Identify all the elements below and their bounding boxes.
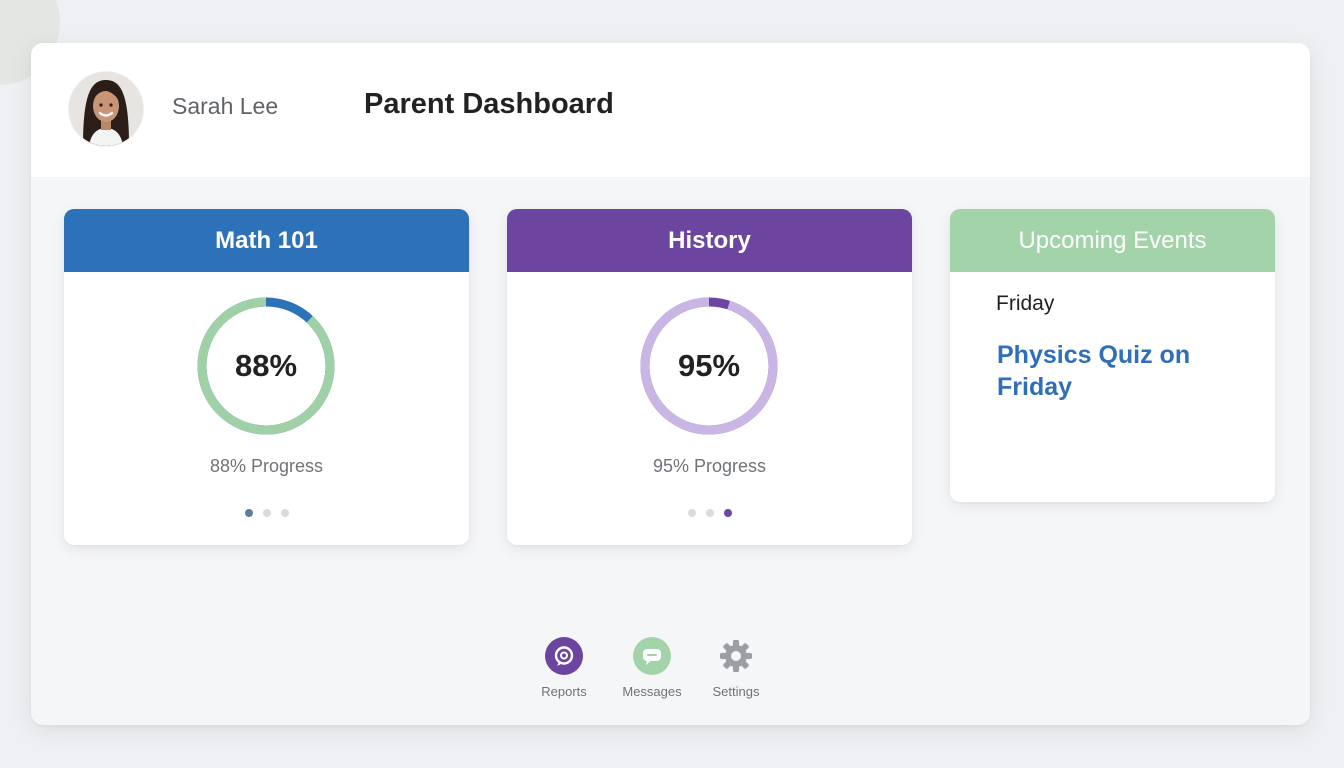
course-name: History xyxy=(668,226,751,254)
header: Sarah Lee Parent Dashboard xyxy=(31,43,1310,177)
course-name: Math 101 xyxy=(215,226,318,254)
pagination-dots xyxy=(64,509,469,517)
events-card-header: Upcoming Events xyxy=(950,209,1275,272)
reports-icon[interactable] xyxy=(545,637,583,675)
dashboard-panel: Sarah Lee Parent Dashboard Math 101 88% … xyxy=(31,43,1310,725)
progress-label: 95% Progress xyxy=(652,456,767,476)
nav-label: Messages xyxy=(622,684,682,699)
course-card-header: Math 101 xyxy=(64,209,469,272)
nav-settings[interactable]: Settings xyxy=(691,637,781,699)
course-card-history[interactable]: History 95% 95% Progress xyxy=(507,209,912,545)
progress-percent: 88% xyxy=(234,348,298,383)
course-card-header: History xyxy=(507,209,912,272)
course-card-math[interactable]: Math 101 88% 88% Progress xyxy=(64,209,469,545)
nav-messages[interactable]: Messages xyxy=(607,637,697,699)
progress-label: 88% Progress xyxy=(209,456,324,476)
progress-ring: 88% xyxy=(195,295,337,437)
avatar-portrait xyxy=(69,72,143,146)
ring-progress-arc xyxy=(197,297,335,435)
pagination-dot[interactable] xyxy=(705,509,714,517)
pagination-dots xyxy=(507,509,912,517)
pagination-dot[interactable] xyxy=(280,509,289,517)
nav-label: Reports xyxy=(541,684,587,699)
events-title: Upcoming Events xyxy=(1018,226,1207,254)
progress-percent: 95% xyxy=(677,348,741,383)
ring-progress-arc xyxy=(640,297,778,435)
pagination-dot[interactable] xyxy=(723,509,732,517)
pagination-dot[interactable] xyxy=(244,509,253,517)
pagination-dot[interactable] xyxy=(262,509,271,517)
events-card: Upcoming Events Friday Physics Quiz on F… xyxy=(950,209,1275,502)
pagination-dot[interactable] xyxy=(687,509,696,517)
page-title: Parent Dashboard xyxy=(364,88,614,120)
gear-icon[interactable] xyxy=(717,637,755,675)
chat-icon[interactable] xyxy=(633,637,671,675)
avatar[interactable] xyxy=(69,72,143,146)
progress-ring: 95% xyxy=(638,295,780,437)
event-item-link[interactable]: Physics Quiz on Friday xyxy=(997,341,1191,401)
event-day: Friday xyxy=(996,292,1055,315)
user-name: Sarah Lee xyxy=(172,93,279,119)
nav-reports[interactable]: Reports xyxy=(519,637,609,699)
nav-label: Settings xyxy=(712,684,760,699)
